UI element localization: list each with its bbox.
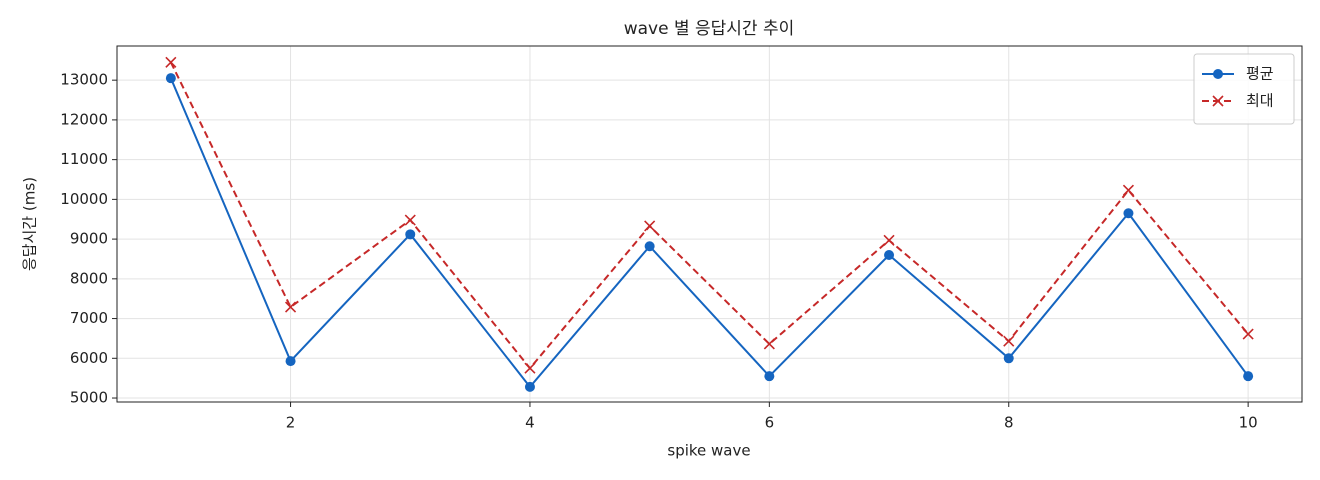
marker <box>763 338 775 350</box>
y-axis-label: 응답시간 (ms) <box>21 177 39 271</box>
legend-box <box>1193 53 1295 125</box>
marker <box>524 381 535 392</box>
y-tick-label: 11000 <box>60 150 108 168</box>
plot-frame <box>116 45 1303 403</box>
marker <box>524 362 536 374</box>
legend-label: 평균 <box>1246 65 1274 83</box>
marker <box>644 220 656 232</box>
marker <box>1243 371 1254 382</box>
series-line <box>169 61 1249 370</box>
y-tick-label: 7000 <box>70 309 108 327</box>
marker <box>1212 95 1224 107</box>
x-axis-label: spike wave <box>667 442 750 460</box>
y-tick-label: 10000 <box>60 190 108 208</box>
marker <box>644 241 655 252</box>
marker <box>165 56 177 68</box>
x-tick-label: 10 <box>1239 414 1258 432</box>
marker <box>1122 184 1135 196</box>
marker <box>1213 69 1223 79</box>
marker <box>883 234 895 246</box>
marker <box>884 249 895 260</box>
marker <box>1242 328 1254 340</box>
marker <box>285 356 296 367</box>
marker <box>165 73 176 84</box>
marker <box>1003 353 1014 364</box>
x-tick-label: 2 <box>286 414 296 432</box>
y-tick-label: 6000 <box>70 349 108 367</box>
x-tick-label: 6 <box>765 414 775 432</box>
marker <box>405 229 416 240</box>
marker <box>1003 335 1015 347</box>
y-tick-label: 8000 <box>70 269 108 287</box>
x-tick-label: 8 <box>1004 414 1014 432</box>
legend-label: 최대 <box>1246 92 1274 110</box>
y-tick-label: 13000 <box>60 71 108 89</box>
marker <box>764 371 775 382</box>
y-tick-label: 9000 <box>70 230 108 248</box>
y-tick-label: 12000 <box>60 110 108 128</box>
marker <box>1123 208 1134 219</box>
y-tick-label: 5000 <box>70 389 108 407</box>
x-tick-label: 4 <box>525 414 535 432</box>
marker <box>404 214 416 226</box>
chart-title: wave 별 응답시간 추이 <box>624 19 795 39</box>
series-line <box>169 77 1249 389</box>
marker <box>284 301 297 313</box>
